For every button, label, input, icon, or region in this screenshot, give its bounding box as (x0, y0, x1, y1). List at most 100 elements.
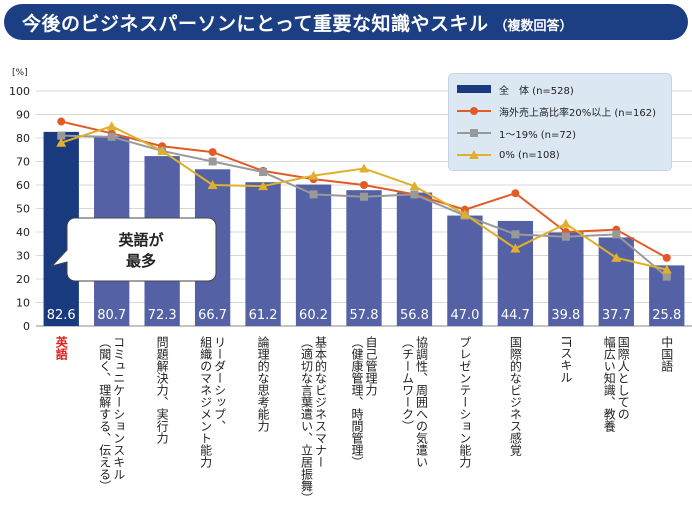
data-point (661, 264, 672, 274)
y-tick-label: 20 (16, 273, 30, 286)
y-tick-label: 80 (16, 132, 30, 145)
data-point (511, 189, 520, 198)
data-point (57, 131, 66, 140)
data-point (57, 117, 66, 126)
data-point (106, 121, 117, 131)
category-label: （健康管理、時間管理） (350, 336, 364, 468)
data-point (56, 137, 67, 147)
category-label: リーダーシップ、 (213, 336, 227, 432)
category-label: 論理的な思考能力 (256, 335, 270, 433)
data-point (208, 157, 217, 166)
category-label: 中国語 (660, 335, 674, 372)
bar-value-label: 44.7 (501, 308, 530, 323)
callout-line-2: 最多 (126, 252, 156, 270)
data-point (459, 209, 470, 219)
legend-swatch-triangle-line (457, 150, 491, 159)
legend-label-1-19: 1～19% (n=72) (499, 129, 577, 141)
legend-item-overseas: 海外売上高比率20%以上 (n=162) (455, 103, 656, 119)
data-point (662, 253, 671, 262)
legend-swatch-square-line (457, 129, 491, 137)
bar (295, 184, 332, 326)
data-point (207, 180, 218, 189)
legend-label-overseas: 海外売上高比率20%以上 (n=162) (499, 107, 657, 119)
chart-title: 今後のビジネスパーソンにとって重要な知識やスキル (22, 12, 489, 35)
line-series (56, 117, 672, 281)
category-label: 問題解決力、実行力 (155, 336, 169, 445)
data-point (259, 168, 268, 177)
y-tick-label: 30 (16, 250, 30, 263)
bar-value-label: 61.2 (249, 308, 278, 323)
bar (245, 182, 281, 326)
data-point (561, 232, 570, 241)
y-tick-label: 100 (9, 85, 30, 98)
bar-value-label: 47.0 (450, 308, 479, 323)
bar (548, 232, 584, 326)
bar-value-label: 56.8 (400, 308, 429, 323)
data-point (410, 190, 419, 199)
bar-value-label: 60.2 (299, 308, 328, 323)
y-axis-label: [%] (12, 68, 28, 78)
data-point (208, 148, 217, 157)
y-axis: 0 10 20 30 40 50 60 70 80 90 100 [%] (9, 68, 30, 333)
bar-value-label: 80.7 (97, 308, 126, 323)
legend-item-1-19: 1～19% (n=72) (455, 125, 576, 141)
y-tick-label: 50 (16, 203, 30, 216)
y-tick-label: 90 (16, 109, 30, 122)
category-label: 国際人としての (616, 336, 630, 420)
callout-line-1: 英語が (118, 231, 164, 249)
bar-value-label: 66.7 (198, 308, 227, 323)
bar-value-label: 25.8 (652, 308, 681, 323)
category-label: （チームワーク） (400, 336, 414, 432)
data-point (107, 132, 116, 141)
category-label: 協調性、周囲への気遣い (414, 335, 428, 468)
legend-label-0: 0% (n=108) (499, 149, 560, 161)
legend-label-all: 全 体 (n=528) (499, 85, 574, 97)
callout: 英語が 最多 (50, 217, 217, 282)
title-banner: 今後のビジネスパーソンにとって重要な知識やスキル （複数回答） (4, 4, 688, 40)
data-point (511, 230, 520, 239)
y-tick-label: 70 (16, 156, 30, 169)
bar-value-label: 39.8 (551, 308, 580, 323)
y-tick-label: 60 (16, 179, 30, 192)
category-label: 組織のマネジメント能力 (199, 336, 213, 469)
y-tick-label: 10 (16, 297, 30, 310)
category-label: 国際的なビジネス感覚 (508, 336, 522, 456)
data-point (612, 230, 621, 239)
legend: 全 体 (n=528) 海外売上高比率20%以上 (n=162) 1～19% (… (448, 73, 672, 171)
bar-value-label: 72.3 (148, 308, 177, 323)
category-label: ITスキル (559, 336, 573, 383)
data-point (510, 243, 521, 253)
bar (598, 237, 634, 326)
data-point (611, 252, 622, 262)
category-label: プレゼンテーション能力 (458, 336, 472, 469)
data-point (662, 272, 671, 281)
y-tick-label: 0 (23, 320, 30, 333)
data-point (157, 145, 168, 155)
category-label: 幅広い知識、教養 (602, 335, 616, 433)
category-label: コミュニケーションスキル (112, 336, 126, 480)
legend-item-all: 全 体 (n=528) (455, 81, 574, 97)
callout-bubble (50, 217, 217, 282)
category-label: （適切な言葉遣い、立居振舞） (300, 336, 314, 504)
category-label: （聞く、理解する、伝える） (98, 336, 112, 492)
bar-value-label: 37.7 (602, 308, 631, 323)
bar-value-label: 57.8 (350, 308, 379, 323)
data-point (258, 181, 269, 191)
y-tick-label: 40 (16, 226, 30, 239)
bar (497, 220, 534, 326)
bar-value-label: 82.6 (47, 308, 76, 323)
data-point (308, 170, 319, 180)
legend-swatch-bar (457, 85, 491, 93)
data-point (309, 190, 318, 199)
bar (396, 192, 433, 326)
bar (346, 190, 382, 326)
data-point (360, 181, 368, 189)
data-point (360, 192, 368, 201)
chart-subtitle: （複数回答） (494, 18, 573, 34)
legend-swatch-circle-line (457, 107, 491, 115)
category-label: 自己管理力 (364, 336, 378, 397)
data-point (409, 181, 420, 191)
data-point (560, 218, 571, 228)
category-label: 英語 (54, 335, 68, 361)
